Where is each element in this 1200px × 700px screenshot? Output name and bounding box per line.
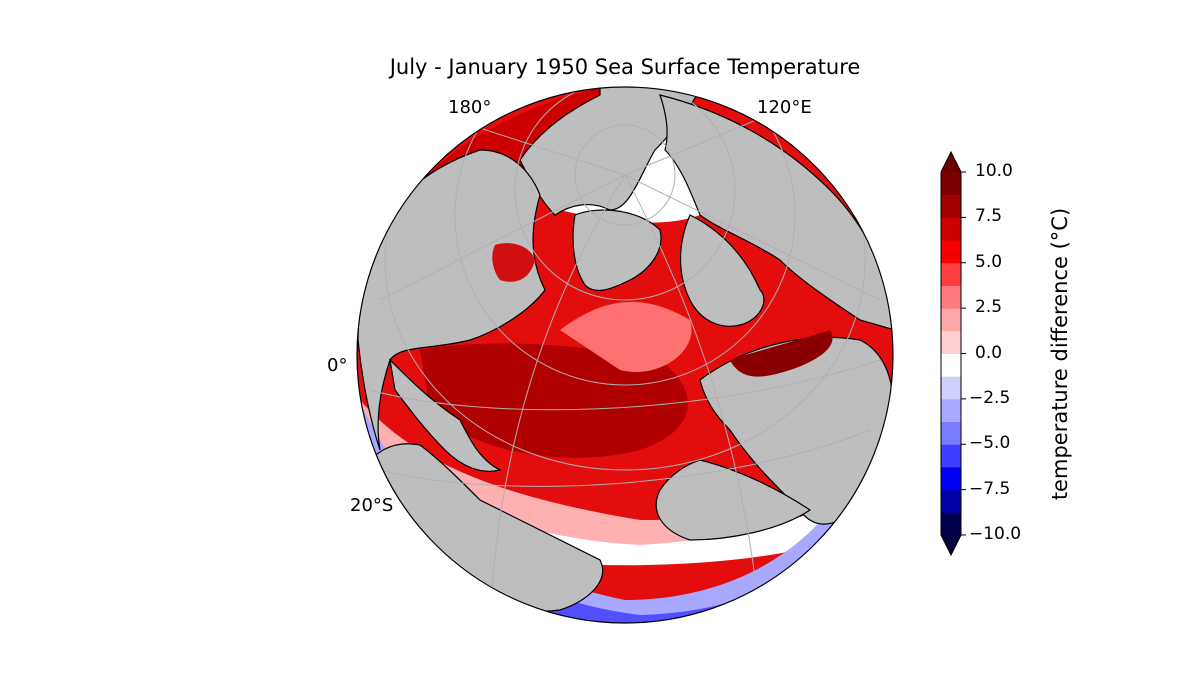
colorbar-swatch [941, 240, 961, 264]
lat-label-0: 0° [327, 355, 348, 376]
land-southern-africa [655, 459, 812, 541]
colorbar-swatch [941, 376, 961, 400]
colorbar-swatch [941, 285, 961, 309]
colorbar-tick-label: −10.0 [969, 524, 1022, 544]
map-title: July - January 1950 Sea Surface Temperat… [389, 55, 861, 79]
colorbar-label: temperature difference (°C) [1048, 207, 1072, 501]
colorbar-swatch [941, 489, 961, 513]
colorbar-swatch [941, 194, 961, 218]
colorbar-swatch [941, 444, 961, 468]
lon-label-120e: 120°E [757, 97, 812, 118]
lon-label-180: 180° [448, 97, 492, 118]
colorbar-tick-label: 0.0 [975, 342, 1003, 363]
graticule [369, 87, 881, 621]
ocean-mediterranean [730, 330, 833, 377]
colorbar-extend-min [941, 535, 961, 555]
colorbar-swatch [941, 353, 961, 377]
land-asia [659, 94, 893, 331]
land-north-america [357, 149, 546, 451]
colorbar-extend-max [941, 152, 961, 172]
colorbar-tick-label: 10.0 [975, 161, 1013, 181]
colorbar-swatch [941, 398, 961, 423]
colorbar-swatch [941, 421, 961, 445]
colorbar-tick-label: −5.0 [969, 433, 1011, 454]
colorbar-tick-label: 2.5 [975, 297, 1003, 318]
colorbar-swatch [941, 172, 961, 196]
colorbar-swatch [941, 217, 961, 241]
colorbar-swatch [941, 512, 961, 536]
land-greenland [572, 209, 662, 292]
land-europe [680, 214, 765, 327]
ocean-mid-atlantic [560, 301, 692, 372]
colorbar-swatch [941, 262, 961, 286]
colorbar-tick-label: −7.5 [969, 478, 1011, 499]
land-arctic-asia [519, 87, 701, 216]
colorbar-swatch [941, 308, 961, 332]
lat-label-20s: 20°S [350, 495, 394, 516]
ocean-atlantic-core [420, 343, 688, 458]
colorbar [940, 150, 966, 557]
colorbar-swatch [941, 330, 961, 354]
globe [357, 87, 893, 623]
land-central-america [389, 358, 502, 472]
globe-outline [356, 86, 894, 624]
colorbar-tick-label: 5.0 [975, 251, 1003, 272]
ocean-hudson-bay [492, 243, 535, 282]
colorbar-swatch [941, 466, 961, 491]
colorbar-tick-label: −2.5 [969, 387, 1011, 408]
colorbar-tick-label: 7.5 [975, 206, 1003, 227]
